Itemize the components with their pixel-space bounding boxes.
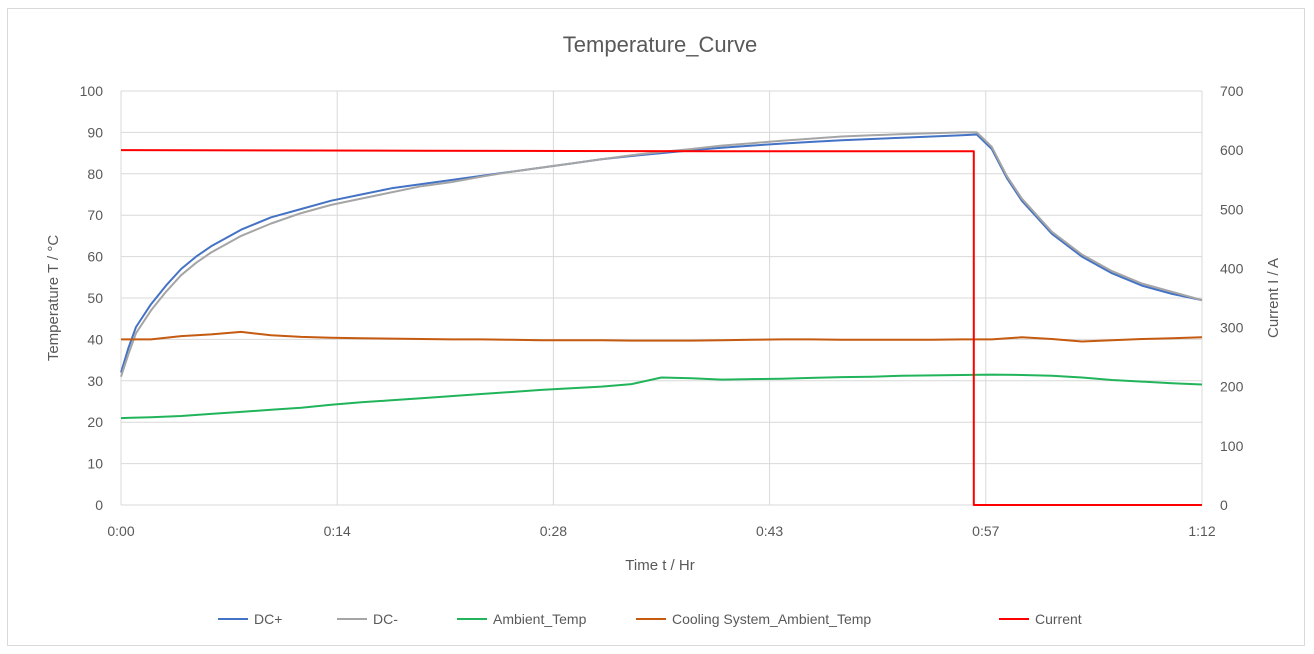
- y-axis-title-left: Temperature T / °C: [45, 235, 62, 361]
- x-tick: 0:00: [107, 523, 134, 539]
- y-tick-right: 600: [1220, 142, 1244, 158]
- chart-frame: [7, 8, 1305, 646]
- x-tick: 1:12: [1188, 523, 1215, 539]
- y-tick-left: 50: [87, 290, 103, 306]
- y-tick-left: 20: [87, 414, 103, 430]
- x-tick: 0:14: [324, 523, 351, 539]
- chart-title: Temperature_Curve: [563, 32, 757, 57]
- y-tick-left: 70: [87, 207, 103, 223]
- y-tick-right: 400: [1220, 260, 1244, 276]
- legend-label: Ambient_Temp: [493, 611, 587, 627]
- y-axis-title-right: Current I / A: [1265, 258, 1282, 338]
- y-tick-left: 60: [87, 249, 103, 265]
- legend-label: DC+: [254, 611, 282, 627]
- series-line-cooling-system-ambient-temp: [121, 330, 1203, 343]
- y-tick-right: 700: [1220, 83, 1244, 99]
- legend-label: Current: [1035, 611, 1082, 627]
- legend-item-current: Current: [999, 611, 1082, 627]
- legend-item-dc: DC+: [218, 611, 282, 627]
- y-tick-right: 0: [1220, 497, 1228, 513]
- y-tick-left: 30: [87, 373, 103, 389]
- y-tick-right: 200: [1220, 379, 1244, 395]
- series-line-ambient-temp: [120, 373, 1203, 420]
- x-tick: 0:57: [972, 523, 999, 539]
- series-line-dc: [120, 131, 1203, 378]
- y-tick-right: 500: [1220, 201, 1244, 217]
- x-axis-title: Time t / Hr: [625, 557, 694, 574]
- series-line-current: [120, 149, 1202, 506]
- y-tick-right: 100: [1220, 438, 1244, 454]
- legend-item-dc: DC-: [337, 611, 398, 627]
- legend-label: Cooling System_Ambient_Temp: [672, 611, 871, 627]
- y-tick-left: 40: [87, 331, 103, 347]
- tick-layer: 0 10 20 30 40 50 60 70 80 90 100 0 100 200 300 400 500 60…: [80, 83, 1244, 539]
- legend-item-cooling-system-ambient-temp: Cooling System_Ambient_Temp: [636, 611, 871, 627]
- y-tick-left: 90: [87, 124, 103, 140]
- y-tick-left: 80: [87, 166, 103, 182]
- legend-label: DC-: [373, 611, 398, 627]
- x-tick: 0:43: [756, 523, 783, 539]
- y-tick-left: 0: [95, 497, 103, 513]
- legend: DC+ DC- Ambient_Temp Cooling System_Ambient…: [218, 611, 1082, 627]
- y-tick-right: 300: [1220, 320, 1244, 336]
- y-tick-left: 10: [87, 456, 103, 472]
- x-tick: 0:28: [540, 523, 567, 539]
- legend-item-ambient-temp: Ambient_Temp: [457, 611, 587, 627]
- y-tick-left: 100: [80, 83, 104, 99]
- series-layer: [120, 131, 1203, 506]
